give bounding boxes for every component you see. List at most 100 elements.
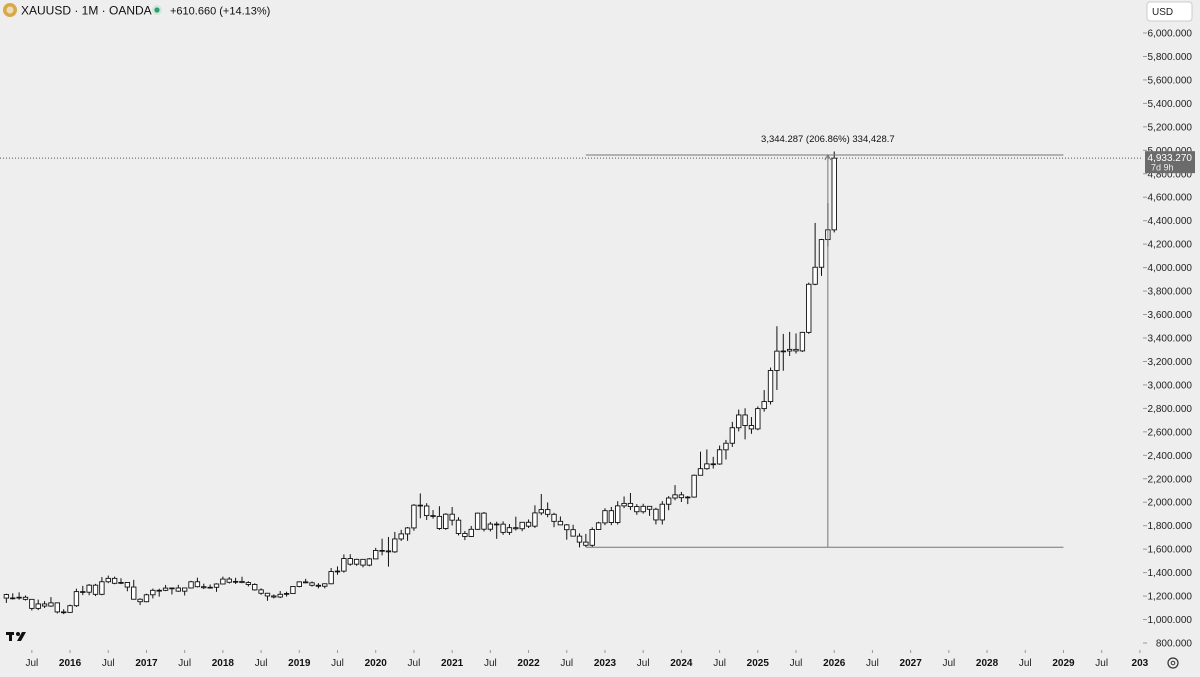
candle-body (500, 523, 506, 533)
candle-body (634, 506, 640, 513)
candle-body (678, 494, 685, 499)
candle-body (194, 581, 201, 588)
x-tick-label: 2020 (365, 658, 388, 669)
x-tick-label: Jul (25, 658, 38, 669)
y-tick-label: 2,200.000 (1148, 474, 1193, 485)
candle-body (124, 582, 131, 588)
candle-body (315, 584, 322, 587)
x-tick-label: Jul (178, 658, 191, 669)
candle-body (181, 587, 188, 592)
x-tick-label: 2027 (900, 658, 923, 669)
candle-body (328, 571, 334, 585)
candle-body (468, 528, 474, 537)
candle-body (411, 504, 417, 529)
candle-body (137, 598, 143, 603)
candle-body (640, 505, 646, 513)
symbol-title[interactable]: XAUUSD · 1M · OANDA (21, 4, 152, 18)
candle-body (423, 505, 430, 517)
candle-body (544, 509, 551, 515)
candle-body (780, 350, 786, 353)
candle-body (589, 528, 595, 546)
candle-body (334, 570, 341, 573)
candle-body (156, 589, 162, 592)
candle-body (373, 549, 379, 560)
y-tick-label: 5,200.000 (1148, 122, 1193, 133)
candle-body (449, 513, 455, 521)
x-tick-label: Jul (1019, 658, 1032, 669)
candle-body (653, 508, 659, 521)
currency-button[interactable] (1146, 1, 1193, 22)
candle-body (271, 595, 277, 598)
candle-body (615, 505, 621, 523)
candle-body (818, 239, 825, 268)
candle-body (570, 529, 576, 537)
candle-body (806, 283, 812, 333)
candle-body (118, 582, 124, 584)
candle-body (602, 510, 608, 524)
x-tick-label: Jul (560, 658, 573, 669)
candle-body (80, 591, 86, 593)
y-tick-label: 4,600.000 (1148, 193, 1193, 204)
y-tick-label: 4,400.000 (1148, 216, 1193, 227)
candle-body (290, 586, 296, 594)
y-tick-label: 6,000.000 (1148, 29, 1193, 40)
candle-body (742, 414, 748, 426)
candle-body (519, 521, 525, 530)
y-tick-label: 4,800.000 (1148, 169, 1193, 180)
x-tick-label: 2025 (747, 658, 770, 669)
candle-body (92, 584, 99, 595)
candle-body (404, 527, 411, 535)
candle-body (16, 596, 22, 599)
candle-body (169, 587, 175, 590)
x-tick-label: Jul (408, 658, 421, 669)
candle-body (831, 157, 837, 231)
candle-body (793, 348, 799, 352)
candle-body (264, 592, 271, 597)
x-tick-label: Jul (255, 658, 268, 669)
candle-body (162, 587, 169, 591)
y-tick-label: 2,400.000 (1148, 451, 1193, 462)
candle-body (175, 587, 181, 592)
last-price-box (1145, 151, 1195, 174)
x-tick-label: Jul (942, 658, 955, 669)
candle-body (729, 427, 736, 444)
candle-body (22, 596, 29, 600)
candle-body (576, 535, 583, 543)
candle-body (532, 512, 538, 527)
y-tick-label: 5,400.000 (1148, 99, 1193, 110)
x-tick-label: 2028 (976, 658, 999, 669)
candle-body (239, 580, 245, 584)
candle-body (385, 550, 392, 553)
candle-body (538, 509, 544, 514)
settings-icon[interactable] (1167, 657, 1179, 669)
candle-body (283, 593, 290, 595)
x-tick-label: 2026 (823, 658, 846, 669)
x-tick-label: 2021 (441, 658, 464, 669)
candle-body (697, 468, 704, 476)
measure-label: 3,344.287 (206.86%) 334,428.7 (761, 134, 895, 145)
candle-body (54, 602, 60, 613)
candle-body (366, 558, 373, 566)
candle-body (551, 513, 557, 522)
y-tick-label: 2,000.000 (1148, 498, 1193, 509)
candle-body (29, 598, 35, 609)
last-price-label: 4,933.270 (1148, 153, 1193, 164)
x-tick-label: 203 (1132, 658, 1149, 669)
tradingview-logo[interactable] (6, 632, 26, 641)
candle-body (481, 512, 487, 530)
candle-body (710, 463, 716, 466)
candle-body (245, 582, 252, 585)
x-tick-label: 2018 (212, 658, 235, 669)
y-tick-label: 1,200.000 (1148, 592, 1193, 603)
candle-body (525, 521, 532, 527)
candle-body (455, 519, 462, 534)
candle-body (627, 502, 634, 508)
countdown-label: 7d 9h (1151, 163, 1174, 173)
plot-area: 3,344.287 (206.86%) 334,428.7 (3, 134, 1064, 615)
candle-body (564, 524, 570, 531)
candle-body (487, 523, 494, 530)
candle-body (691, 474, 697, 498)
x-tick-label: 2024 (670, 658, 693, 669)
x-tick-label: Jul (790, 658, 803, 669)
